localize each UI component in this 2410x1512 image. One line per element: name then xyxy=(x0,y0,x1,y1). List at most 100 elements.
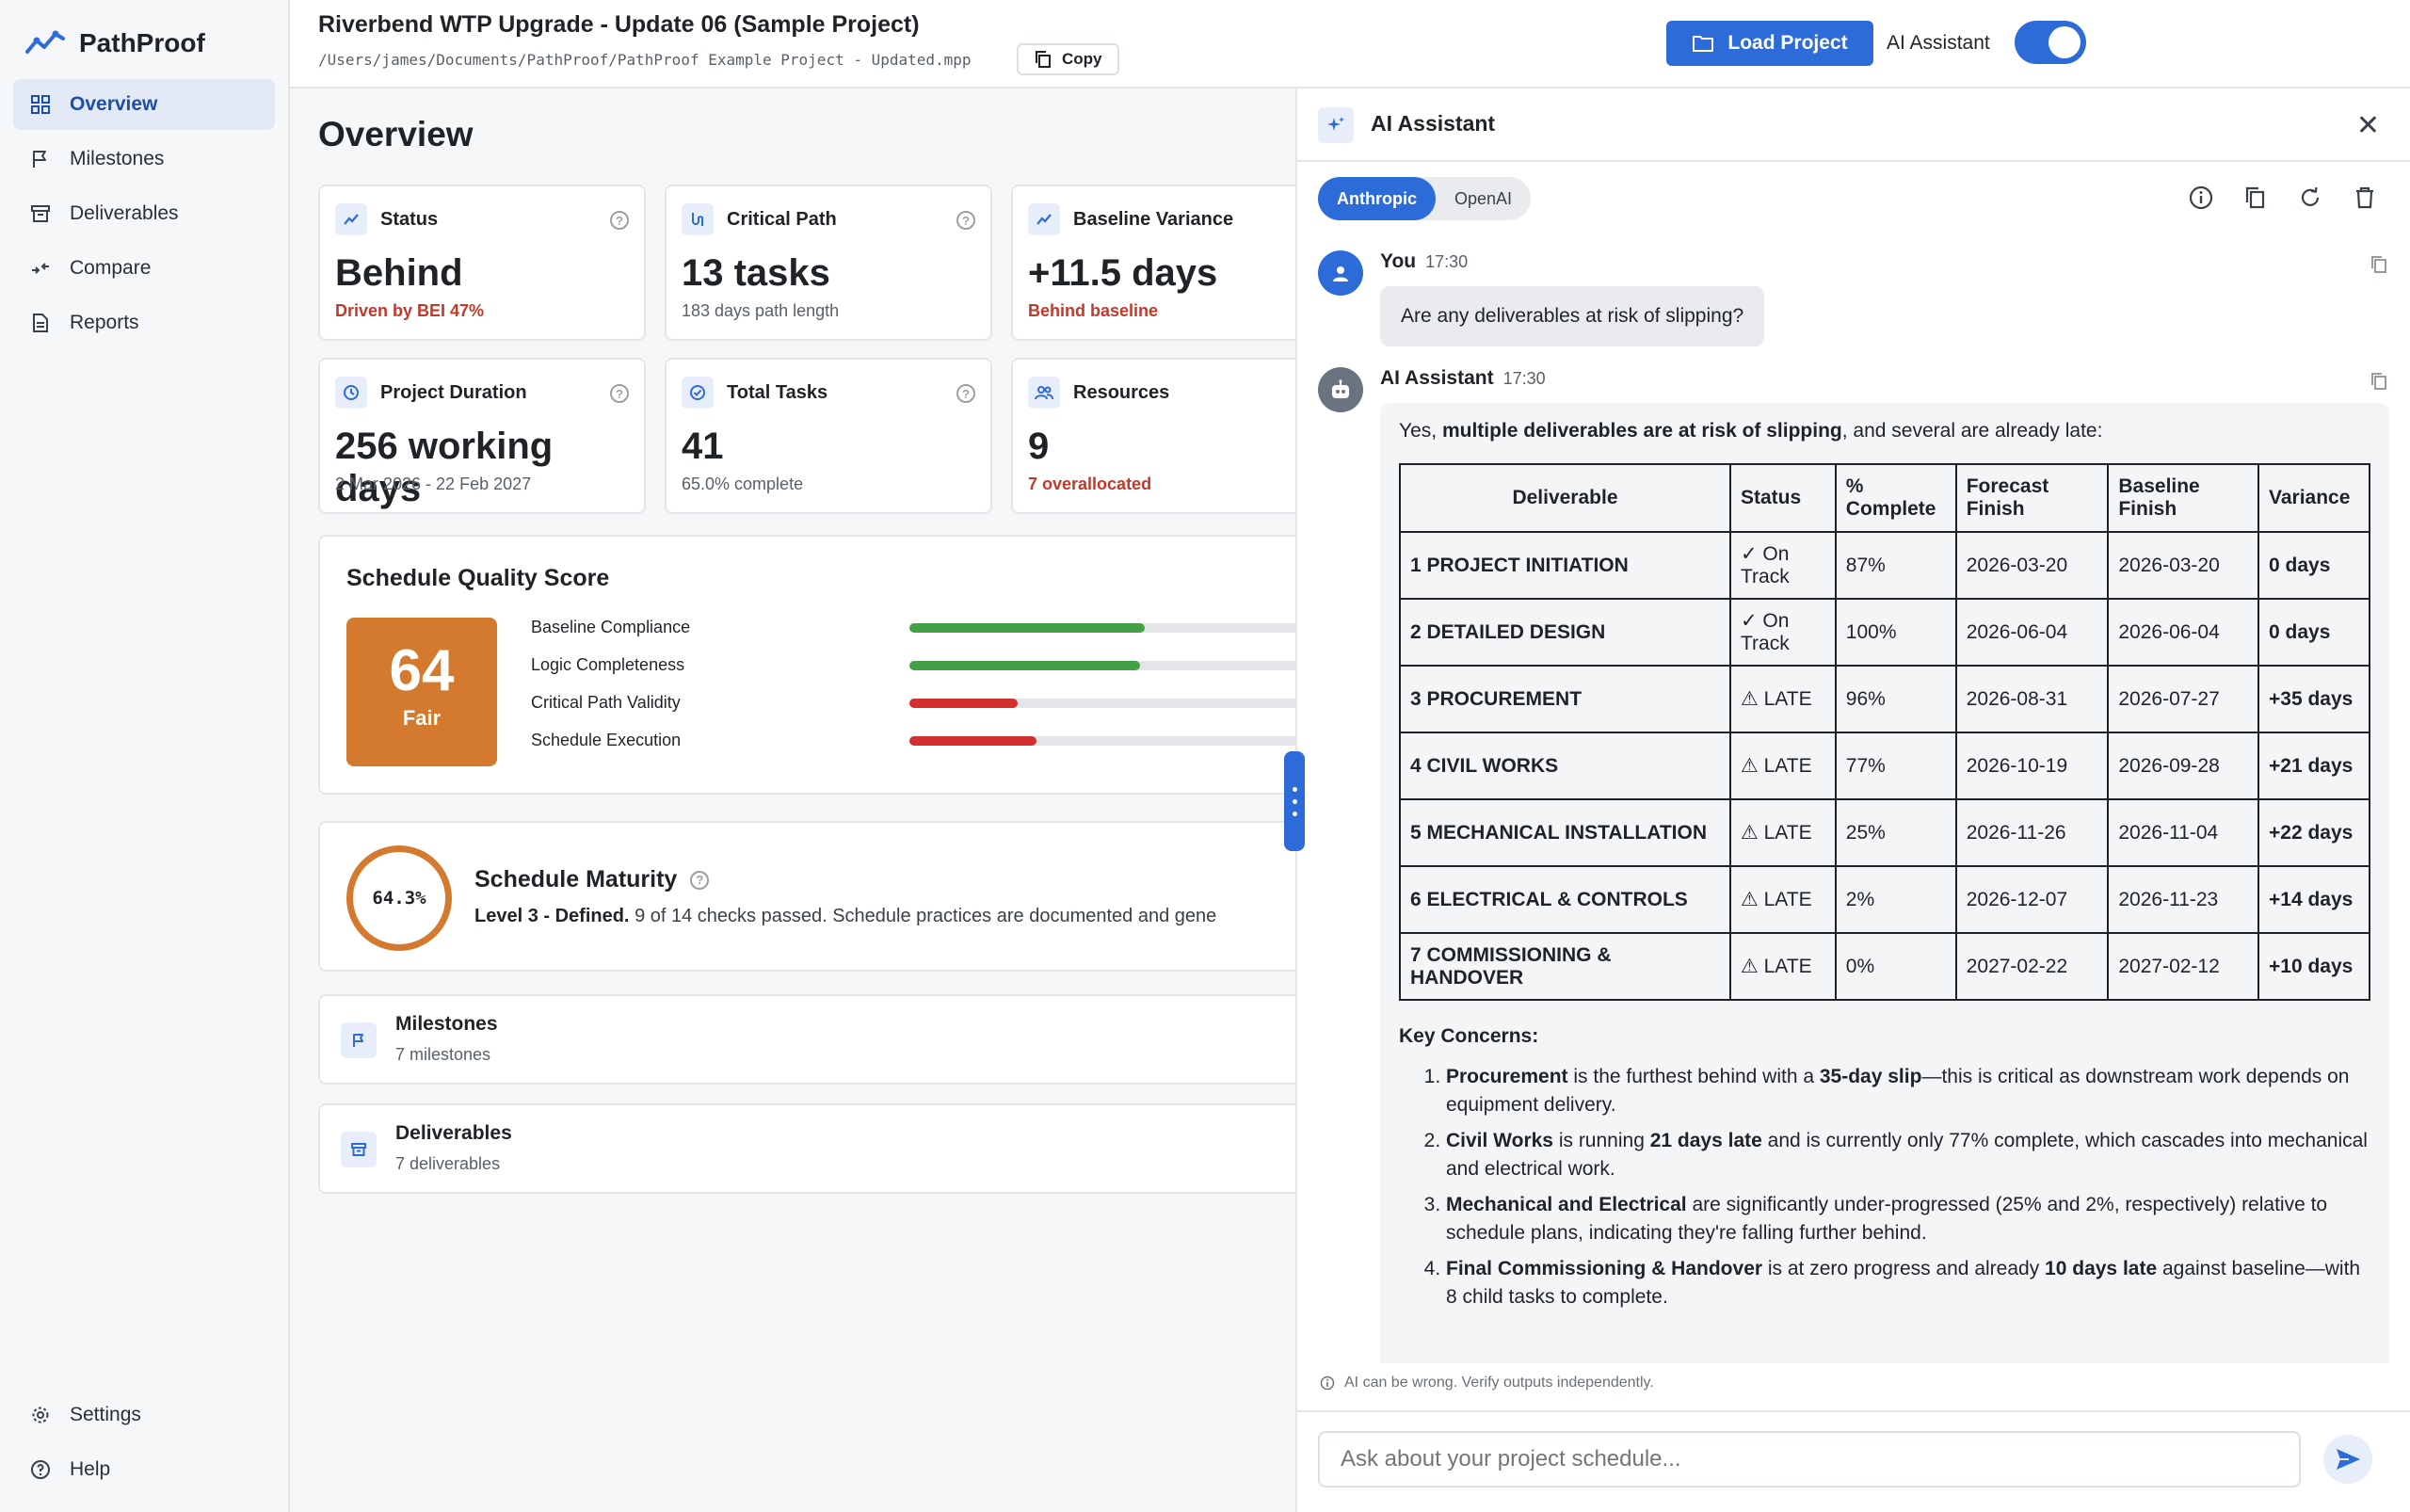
quality-row-label: Baseline Compliance xyxy=(531,618,691,636)
load-project-button[interactable]: Load Project xyxy=(1666,21,1873,66)
info-icon[interactable] xyxy=(2188,185,2214,211)
percent-cell: 0% xyxy=(1834,932,1957,1001)
chat-input[interactable] xyxy=(1318,1431,2301,1488)
copy-message-icon[interactable] xyxy=(2369,254,2389,275)
concern-text: is running xyxy=(1552,1130,1650,1151)
sidebar-item-compare[interactable]: Compare xyxy=(13,243,275,294)
sidebar-item-deliverables[interactable]: Deliverables xyxy=(13,188,275,239)
close-icon[interactable]: ✕ xyxy=(2355,110,2380,141)
sidebar-bottom-nav: Settings Help xyxy=(13,1390,275,1499)
copy-icon[interactable] xyxy=(2242,185,2269,211)
trend-up-icon xyxy=(335,203,367,235)
sidebar-item-label: Milestones xyxy=(70,148,165,169)
sidebar-item-label: Deliverables xyxy=(70,202,179,224)
archive-icon xyxy=(341,1132,377,1167)
metric-value: 13 tasks xyxy=(682,252,830,294)
sidebar-item-label: Reports xyxy=(70,312,139,333)
status-cell: ⚠ LATE xyxy=(1728,732,1837,800)
maturity-level: Level 3 - Defined. xyxy=(474,906,630,926)
percent-cell: 87% xyxy=(1834,531,1957,600)
status-cell: ⚠ LATE xyxy=(1728,798,1837,867)
copy-message-icon[interactable] xyxy=(2369,371,2389,392)
panel-resize-handle[interactable] xyxy=(1284,751,1305,851)
metric-sub: 183 days path length xyxy=(682,301,840,320)
ai-assistant-toggle[interactable] xyxy=(2015,21,2086,64)
deliverable-cell: 1 PROJECT INITIATION xyxy=(1399,531,1731,600)
metric-card-critical-path[interactable]: Critical Path ? 13 tasks 183 days path l… xyxy=(665,185,992,341)
send-icon xyxy=(2337,1449,2360,1470)
ai-panel-header: AI Assistant ✕ xyxy=(1297,88,2410,162)
concern-item: Procurement is the furthest behind with … xyxy=(1446,1063,2370,1119)
metric-card-project-duration[interactable]: Project Duration ? 256 working days 2 Ma… xyxy=(318,358,646,514)
top-bar: Riverbend WTP Upgrade - Update 06 (Sampl… xyxy=(290,0,2410,88)
percent-cell: 96% xyxy=(1834,665,1957,733)
user-message-header: You 17:30 xyxy=(1380,250,1468,273)
metric-card-total-tasks[interactable]: Total Tasks ? 41 65.0% complete xyxy=(665,358,992,514)
metric-value: Behind xyxy=(335,252,463,294)
metric-sub: 7 overallocated xyxy=(1028,475,1152,493)
assistant-message-body: Yes, multiple deliverables are at risk o… xyxy=(1380,403,2389,1363)
flag-icon xyxy=(341,1022,377,1058)
help-circle-icon[interactable]: ? xyxy=(956,384,975,403)
deliverable-cell: 6 ELECTRICAL & CONTROLS xyxy=(1399,865,1731,934)
ai-panel-title: AI Assistant xyxy=(1371,111,1496,136)
column-header: Deliverable xyxy=(1399,463,1731,533)
concern-bold: 10 days late xyxy=(2045,1258,2158,1279)
column-header: % Complete xyxy=(1834,463,1957,533)
forecast-cell: 2026-12-07 xyxy=(1954,865,2110,934)
assistant-avatar xyxy=(1318,367,1363,412)
concern-text: are significantly under-progressed (25% … xyxy=(1446,1194,2328,1244)
compare-icon xyxy=(32,263,49,274)
trash-icon[interactable] xyxy=(2352,185,2378,211)
refresh-icon[interactable] xyxy=(2297,185,2323,211)
metric-card-resources[interactable]: Resources 9 7 overallocated xyxy=(1011,358,1295,514)
deliverables-table: Deliverable Status % Complete Forecast F… xyxy=(1399,463,2370,1001)
sidebar-item-overview[interactable]: Overview xyxy=(13,79,275,130)
sidebar-item-reports[interactable]: Reports xyxy=(13,298,275,348)
quality-bar-fill xyxy=(909,623,1145,633)
milestones-card[interactable]: Milestones 7 milestones xyxy=(318,994,1295,1085)
send-button[interactable] xyxy=(2323,1435,2372,1484)
deliverables-card[interactable]: Deliverables 7 deliverables xyxy=(318,1103,1295,1194)
ai-assistant-panel: AI Assistant ✕ Anthropic OpenAI You 17:30… xyxy=(1295,88,2410,1512)
metric-card-baseline-variance[interactable]: Baseline Variance +11.5 days Behind base… xyxy=(1011,185,1295,341)
quality-bar xyxy=(909,736,1295,746)
sidebar-item-settings[interactable]: Settings xyxy=(13,1390,275,1440)
sidebar-item-label: Settings xyxy=(70,1404,141,1425)
tab-anthropic[interactable]: Anthropic xyxy=(1318,177,1436,220)
help-circle-icon[interactable]: ? xyxy=(610,384,629,403)
metric-value: 9 xyxy=(1028,426,1050,467)
maturity-title-row: Schedule Maturity ? xyxy=(474,866,710,893)
schedule-maturity-card: 64.3% Schedule Maturity ? Level 3 - Defi… xyxy=(318,821,1295,972)
sidebar-item-help[interactable]: Help xyxy=(13,1444,275,1495)
tab-openai[interactable]: OpenAI xyxy=(1454,188,1513,208)
variance-cell: +21 days xyxy=(2257,732,2370,800)
flag-icon xyxy=(33,151,46,168)
trend-up-icon xyxy=(1028,203,1060,235)
metric-sub: Behind baseline xyxy=(1028,301,1159,320)
baseline-cell: 2026-09-28 xyxy=(2107,732,2260,800)
status-cell: ✓ On Track xyxy=(1728,598,1837,667)
composer-area xyxy=(1297,1410,2410,1512)
sparkle-icon xyxy=(1318,107,1354,143)
baseline-cell: 2026-03-20 xyxy=(2107,531,2260,600)
copy-path-button[interactable]: Copy xyxy=(1017,43,1119,75)
metric-card-status[interactable]: Status ? Behind Driven by BEI 47% xyxy=(318,185,646,341)
help-circle-icon[interactable]: ? xyxy=(956,211,975,230)
ai-toggle-label: AI Assistant xyxy=(1887,32,1990,54)
app-logo[interactable]: PathProof xyxy=(24,24,205,62)
metric-value: 256 working days xyxy=(335,426,554,509)
table-row: 6 ELECTRICAL & CONTROLS ⚠ LATE 2% 2026-12-0… xyxy=(1399,865,2370,934)
assistant-message-header: AI Assistant 17:30 xyxy=(1380,367,1546,390)
baseline-cell: 2026-07-27 xyxy=(2107,665,2260,733)
deliverables-count: 7 deliverables xyxy=(395,1154,501,1173)
gear-icon xyxy=(32,1407,49,1424)
baseline-cell: 2027-02-12 xyxy=(2107,932,2260,1001)
quality-score-value: 64 xyxy=(389,638,455,703)
forecast-cell: 2026-08-31 xyxy=(1954,665,2110,733)
sidebar-item-milestones[interactable]: Milestones xyxy=(13,134,275,185)
status-cell: ⚠ LATE xyxy=(1728,665,1837,733)
metric-sub: Driven by BEI 47% xyxy=(335,301,485,320)
help-circle-icon[interactable]: ? xyxy=(690,870,710,890)
help-circle-icon[interactable]: ? xyxy=(610,211,629,230)
